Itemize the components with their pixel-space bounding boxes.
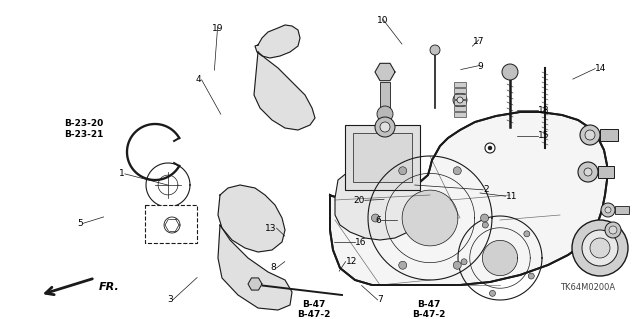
Circle shape <box>402 190 458 246</box>
Text: 1: 1 <box>119 169 125 178</box>
Text: 6: 6 <box>375 216 381 225</box>
Circle shape <box>461 259 467 265</box>
Circle shape <box>490 290 495 296</box>
Circle shape <box>483 240 518 276</box>
Bar <box>454 82 466 87</box>
Circle shape <box>371 214 380 222</box>
Text: TK64M0200A: TK64M0200A <box>560 283 615 292</box>
Circle shape <box>605 207 611 213</box>
Polygon shape <box>254 52 315 130</box>
Circle shape <box>605 222 621 238</box>
Bar <box>454 112 466 117</box>
Polygon shape <box>255 25 300 58</box>
Text: B-23-20
B-23-21: B-23-20 B-23-21 <box>64 120 104 139</box>
Bar <box>345 125 420 190</box>
Text: 18: 18 <box>538 106 549 115</box>
Circle shape <box>399 261 407 269</box>
Circle shape <box>453 167 461 175</box>
Text: 19: 19 <box>212 24 223 33</box>
Text: 15: 15 <box>538 131 549 140</box>
Bar <box>615 206 629 214</box>
Circle shape <box>578 162 598 182</box>
Polygon shape <box>218 225 292 310</box>
Text: 3: 3 <box>167 295 173 304</box>
Circle shape <box>453 93 467 107</box>
Circle shape <box>457 97 463 103</box>
Circle shape <box>430 45 440 55</box>
Text: 9: 9 <box>477 62 483 71</box>
Bar <box>454 94 466 99</box>
Circle shape <box>485 143 495 153</box>
Circle shape <box>377 106 393 122</box>
Text: FR.: FR. <box>99 282 120 292</box>
Text: 5: 5 <box>77 219 83 228</box>
Bar <box>600 129 618 141</box>
Circle shape <box>380 122 390 132</box>
Circle shape <box>399 167 407 175</box>
Circle shape <box>580 125 600 145</box>
Circle shape <box>590 238 610 258</box>
Bar <box>145 205 197 243</box>
Circle shape <box>584 168 592 176</box>
Text: 17: 17 <box>473 37 484 46</box>
Circle shape <box>488 146 492 150</box>
Bar <box>454 100 466 105</box>
Text: 7: 7 <box>378 295 383 304</box>
Text: B-47
B-47-2: B-47 B-47-2 <box>297 300 330 319</box>
Text: 16: 16 <box>355 238 366 247</box>
Bar <box>598 166 614 178</box>
Circle shape <box>601 203 615 217</box>
Text: 4: 4 <box>196 75 202 84</box>
Circle shape <box>483 222 488 228</box>
Text: 20: 20 <box>353 196 365 205</box>
Circle shape <box>502 64 518 80</box>
Text: 8: 8 <box>271 263 276 272</box>
Bar <box>454 88 466 93</box>
Text: 2: 2 <box>483 185 489 194</box>
Polygon shape <box>375 63 395 81</box>
Polygon shape <box>330 112 607 285</box>
Circle shape <box>528 273 534 279</box>
Text: B-47
B-47-2: B-47 B-47-2 <box>412 300 445 319</box>
Circle shape <box>609 226 617 234</box>
Circle shape <box>375 117 395 137</box>
Polygon shape <box>248 278 262 290</box>
Text: 14: 14 <box>595 64 607 73</box>
Polygon shape <box>335 168 422 240</box>
Bar <box>380 82 390 110</box>
Circle shape <box>481 214 488 222</box>
Text: 11: 11 <box>506 192 517 201</box>
Circle shape <box>524 231 530 237</box>
Polygon shape <box>218 185 285 252</box>
Circle shape <box>453 261 461 269</box>
Text: 13: 13 <box>265 224 276 233</box>
Bar <box>353 133 412 182</box>
Text: 10: 10 <box>377 16 388 25</box>
Text: 12: 12 <box>346 257 357 266</box>
Circle shape <box>582 230 618 266</box>
Bar <box>454 106 466 111</box>
Circle shape <box>572 220 628 276</box>
Circle shape <box>585 130 595 140</box>
